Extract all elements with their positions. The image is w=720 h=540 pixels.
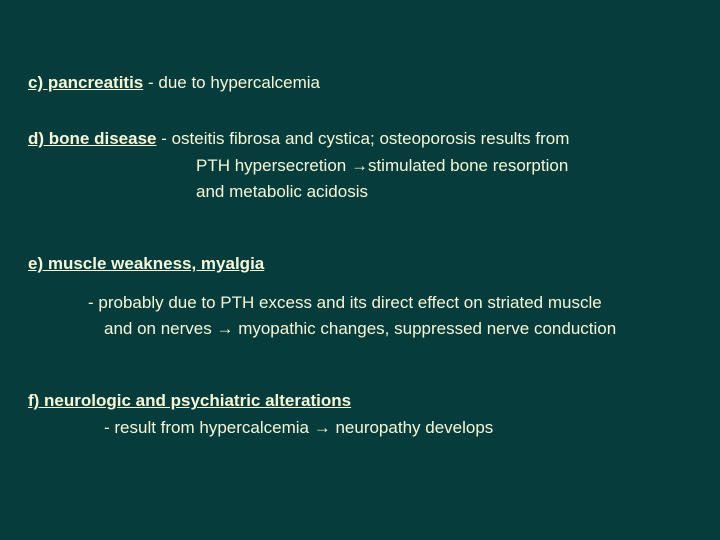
arrow-icon: → (314, 418, 331, 437)
item-f-label: f) neurologic and psychiatric alteration… (28, 391, 351, 410)
item-c-label: c) pancreatitis (28, 73, 143, 92)
item-d-rest: - osteitis fibrosa and cystica; osteopor… (156, 129, 569, 148)
item-f: f) neurologic and psychiatric alteration… (28, 388, 692, 441)
arrow-icon: → (216, 319, 233, 338)
item-d: d) bone disease - osteitis fibrosa and c… (28, 126, 692, 205)
item-e-line3: and on nerves → myopathic changes, suppr… (28, 316, 692, 342)
item-e-line2: - probably due to PTH excess and its dir… (28, 290, 692, 316)
item-c-rest: - due to hypercalcemia (143, 73, 320, 92)
item-e-line3a: and on nerves (104, 319, 216, 338)
item-d-line2b: stimulated bone resorption (368, 156, 568, 175)
item-f-line2b: neuropathy develops (331, 418, 494, 437)
slide: c) pancreatitis - due to hypercalcemia d… (0, 0, 720, 540)
item-d-line2a: PTH hypersecretion (196, 156, 351, 175)
item-d-label: d) bone disease (28, 129, 156, 148)
item-d-line2: PTH hypersecretion →stimulated bone reso… (28, 153, 692, 179)
item-f-line2a: - result from hypercalcemia (104, 418, 314, 437)
item-e: e) muscle weakness, myalgia - probably d… (28, 251, 692, 342)
arrow-icon: → (351, 156, 368, 175)
item-d-line3: and metabolic acidosis (28, 179, 692, 205)
item-c: c) pancreatitis - due to hypercalcemia (28, 70, 692, 96)
item-f-line2: - result from hypercalcemia → neuropathy… (28, 415, 692, 441)
item-e-line3b: myopathic changes, suppressed nerve cond… (233, 319, 616, 338)
item-e-label: e) muscle weakness, myalgia (28, 254, 264, 273)
